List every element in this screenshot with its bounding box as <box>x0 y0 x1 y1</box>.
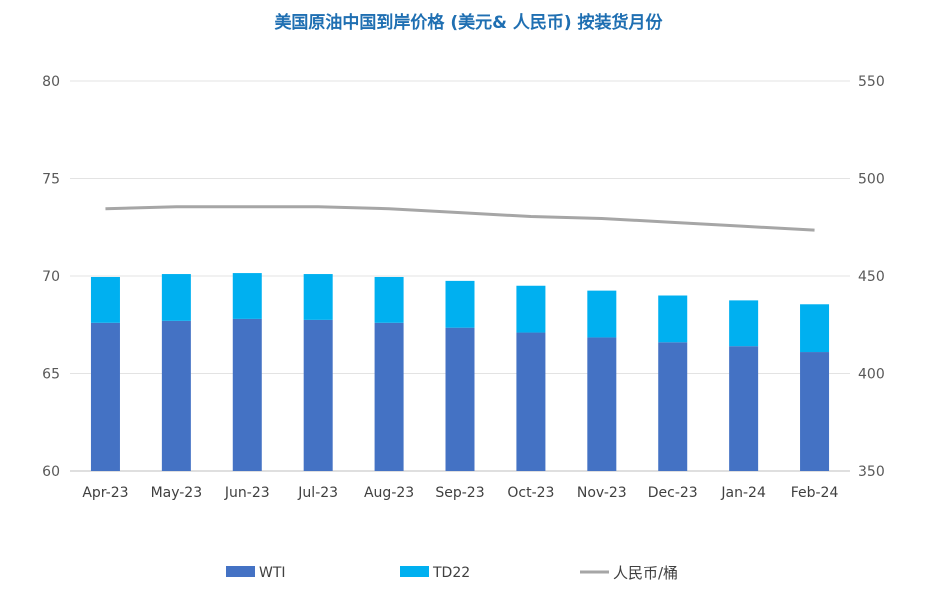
y-right-tick-label: 450 <box>858 269 885 285</box>
bar-td22 <box>90 276 120 323</box>
x-tick-label: Feb-24 <box>791 485 839 501</box>
bar-wti <box>90 322 120 471</box>
bar-td22 <box>161 274 191 321</box>
y-right-tick-label: 550 <box>858 74 885 90</box>
bar-td22 <box>729 300 759 347</box>
x-tick-label: Jun-23 <box>224 485 270 501</box>
x-tick-label: Jan-24 <box>720 485 766 501</box>
x-tick-label: Oct-23 <box>507 485 554 501</box>
bar-wti <box>303 319 333 471</box>
legend-swatch <box>226 566 255 577</box>
bar-wti <box>587 337 617 471</box>
y-axis-left: 60 65 70 75 80 <box>42 74 60 480</box>
x-tick-label: Dec-23 <box>648 485 698 501</box>
bar-wti <box>161 320 191 471</box>
bar-wti <box>729 346 759 471</box>
legend-label: 人民币/桶 <box>613 564 678 582</box>
bar-td22 <box>587 290 617 338</box>
y-right-tick-label: 500 <box>858 172 885 188</box>
y-left-tick-label: 70 <box>42 269 60 285</box>
line-series <box>105 205 815 232</box>
legend-label: WTI <box>259 565 286 581</box>
y-right-tick-label: 400 <box>858 367 885 383</box>
chart-title: 美国原油中国到岸价格 (美元& 人民币) 按装货月份 <box>274 13 663 33</box>
y-left-tick-label: 60 <box>42 464 60 480</box>
bar-td22 <box>516 285 546 333</box>
bar-wti <box>516 332 546 471</box>
bars <box>90 273 830 471</box>
bar-td22 <box>303 274 333 320</box>
y-left-tick-label: 65 <box>42 367 60 383</box>
x-tick-label: Jul-23 <box>297 485 338 501</box>
legend-swatch <box>400 566 429 577</box>
bar-td22 <box>374 276 404 323</box>
legend-label: TD22 <box>432 565 470 581</box>
y-left-tick-label: 80 <box>42 74 60 90</box>
line-rmb-per-barrel <box>105 205 815 232</box>
bar-td22 <box>800 304 830 353</box>
x-tick-label: Nov-23 <box>577 485 627 501</box>
legend: WTI TD22 人民币/桶 <box>226 564 678 582</box>
bar-wti <box>232 318 262 471</box>
x-tick-label: May-23 <box>151 485 203 501</box>
x-tick-label: Apr-23 <box>82 485 128 501</box>
bar-wti <box>445 327 475 471</box>
bar-td22 <box>232 273 262 319</box>
y-axis-right: 350 400 450 500 550 <box>858 74 885 480</box>
bar-wti <box>658 342 688 471</box>
x-tick-label: Sep-23 <box>435 485 484 501</box>
bar-wti <box>374 322 404 471</box>
bar-td22 <box>658 295 688 343</box>
x-tick-label: Aug-23 <box>364 485 414 501</box>
bar-wti <box>800 352 830 471</box>
x-axis: Apr-23 May-23 Jun-23 Jul-23 Aug-23 Sep-23 Oct-… <box>82 485 838 501</box>
y-left-tick-label: 75 <box>42 172 60 188</box>
bar-td22 <box>445 280 475 328</box>
y-right-tick-label: 350 <box>858 464 885 480</box>
